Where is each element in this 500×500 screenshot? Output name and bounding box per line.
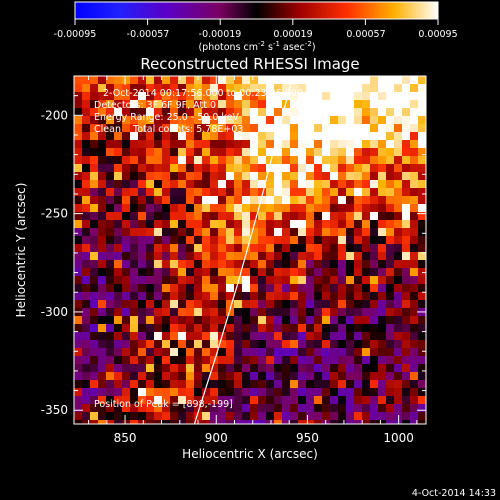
x-tick-label: 850 bbox=[114, 431, 137, 445]
y-axis-label: Heliocentric Y (arcsec) bbox=[14, 183, 28, 318]
unit-suffix: ) bbox=[312, 42, 316, 53]
heatmap-image bbox=[74, 76, 426, 424]
unit-exp: -2 bbox=[258, 40, 265, 48]
x-tick-labels: 850 900 950 1000 bbox=[114, 431, 414, 445]
image-annotations: 2-Oct-2014 00:17:56.000 to 00:23:26.000 … bbox=[94, 88, 303, 410]
chart-title: Reconstructed RHESSI Image bbox=[140, 55, 359, 73]
annotation-method: Clean Total counts: 5.78E+03 bbox=[94, 124, 243, 135]
cbar-tick-label: 0.00057 bbox=[346, 29, 385, 40]
x-tick-label: 900 bbox=[205, 431, 228, 445]
unit-exp: -2 bbox=[305, 40, 312, 48]
plot-frame bbox=[73, 75, 427, 425]
x-axis-label: Heliocentric X (arcsec) bbox=[182, 447, 318, 461]
cbar-tick-label: -0.00095 bbox=[54, 29, 97, 40]
colorbar-unit-label: (photons cm-2 s-1 asec-2) bbox=[198, 40, 315, 53]
unit-mid: s bbox=[265, 42, 273, 53]
unit-exp: -1 bbox=[273, 40, 280, 48]
unit-mid: asec bbox=[280, 42, 305, 53]
colorbar-ticks bbox=[74, 19, 439, 25]
annotation-peak: Position of Peak = [898,-199] bbox=[94, 399, 233, 410]
y-tick-label: -350 bbox=[41, 403, 68, 417]
cbar-tick-label: 0.00019 bbox=[273, 29, 312, 40]
axis-ticks bbox=[74, 76, 426, 424]
cbar-tick-label: -0.00019 bbox=[199, 29, 242, 40]
unit-prefix: (photons cm bbox=[198, 42, 258, 53]
colorbar bbox=[74, 1, 439, 20]
x-tick-label: 1000 bbox=[383, 431, 414, 445]
y-tick-label: -300 bbox=[41, 305, 68, 319]
annotation-time-range: 2-Oct-2014 00:17:56.000 to 00:23:26.000 bbox=[103, 88, 303, 99]
colorbar-tick-labels: -0.00095 -0.00057 -0.00019 0.00019 0.000… bbox=[54, 29, 458, 40]
footer-timestamp: 4-Oct-2014 14:33 bbox=[412, 488, 496, 499]
annotation-energy: Energy Range: 25.0 - 50.0 keV bbox=[94, 112, 239, 123]
y-tick-label: -200 bbox=[41, 108, 68, 122]
cbar-tick-label: -0.00057 bbox=[127, 29, 170, 40]
cbar-tick-label: 0.00095 bbox=[418, 29, 457, 40]
y-tick-label: -250 bbox=[41, 207, 68, 221]
x-tick-label: 950 bbox=[296, 431, 319, 445]
annotation-detectors: Detectors: 3F 6F 9F, Att 0 bbox=[94, 100, 216, 111]
solar-limb-line bbox=[193, 76, 294, 424]
y-tick-labels: -200 -250 -300 -350 bbox=[41, 108, 68, 417]
